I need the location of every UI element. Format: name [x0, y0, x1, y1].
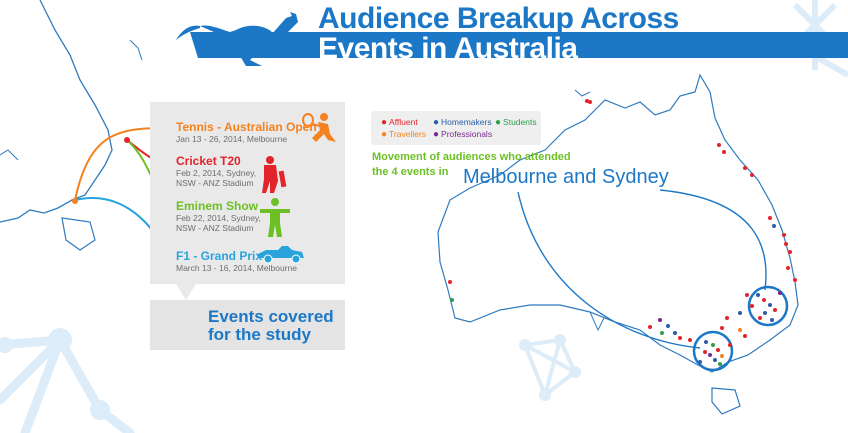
singer-icon: [260, 198, 290, 237]
event-name: Cricket T20: [176, 154, 241, 168]
movement-line1: Movement of audiences who attended: [372, 151, 571, 163]
legend-item-students: ● Students: [495, 117, 537, 128]
tennis-player-icon: [302, 113, 336, 142]
movement-highlight: Melbourne and Sydney: [463, 166, 669, 188]
events-caption-line1: Events covered: [208, 307, 334, 326]
legend-item-homemakers: ● Homemakers: [433, 117, 492, 128]
network-watermark-icon: [0, 335, 135, 433]
network-watermark-icon: [523, 338, 577, 397]
legend-item-affluent: ● Affluent: [381, 117, 418, 128]
event-f1: F1 - Grand Prix March 13 - 16, 2014, Mel…: [176, 249, 297, 274]
event-detail: March 13 - 16, 2014, Melbourne: [176, 263, 297, 273]
movement-caption: Movement of audiences who attended the 4…: [372, 150, 571, 180]
page-title-line1: Audience Breakup Across: [318, 2, 679, 35]
event-eminem: Eminem Show Feb 22, 2014, Sydney, NSW - …: [176, 199, 261, 234]
event-detail: NSW - ANZ Stadium: [176, 223, 254, 233]
event-detail: Jan 13 - 26, 2014, Melbourne: [176, 134, 288, 144]
kangaroo-icon: [176, 12, 298, 67]
events-caption: Events covered for the study: [150, 300, 345, 350]
caption-pointer: [176, 284, 196, 300]
audience-dots: [448, 99, 797, 366]
events-caption-line2: for the study: [208, 325, 311, 344]
racing-car-icon: [258, 246, 304, 264]
cricket-player-icon: [262, 156, 287, 193]
australia-outline: [437, 73, 799, 373]
legend-item-professionals: ● Professionals: [433, 129, 493, 140]
event-name: Tennis - Australian Open: [176, 120, 317, 134]
event-tennis: Tennis - Australian Open Jan 13 - 26, 20…: [176, 120, 317, 145]
event-name: Eminem Show: [176, 199, 259, 213]
event-detail: Feb 22, 2014, Sydney,: [176, 213, 261, 223]
event-detail: NSW - ANZ Stadium: [176, 178, 254, 188]
coastline-zoom: [0, 0, 113, 223]
legend-item-travellers: ● Travellers: [381, 129, 427, 140]
events-panel: [150, 102, 345, 284]
legend: ● Affluent ● Homemakers ● Students ● Travell…: [371, 111, 541, 145]
page-title-line2: Events in Australia: [318, 32, 578, 65]
event-detail: Feb 2, 2014, Sydney,: [176, 168, 257, 178]
movement-line2: the 4 events in: [372, 166, 449, 178]
event-name: F1 - Grand Prix: [176, 249, 263, 263]
event-cricket: Cricket T20 Feb 2, 2014, Sydney, NSW - A…: [176, 154, 257, 189]
